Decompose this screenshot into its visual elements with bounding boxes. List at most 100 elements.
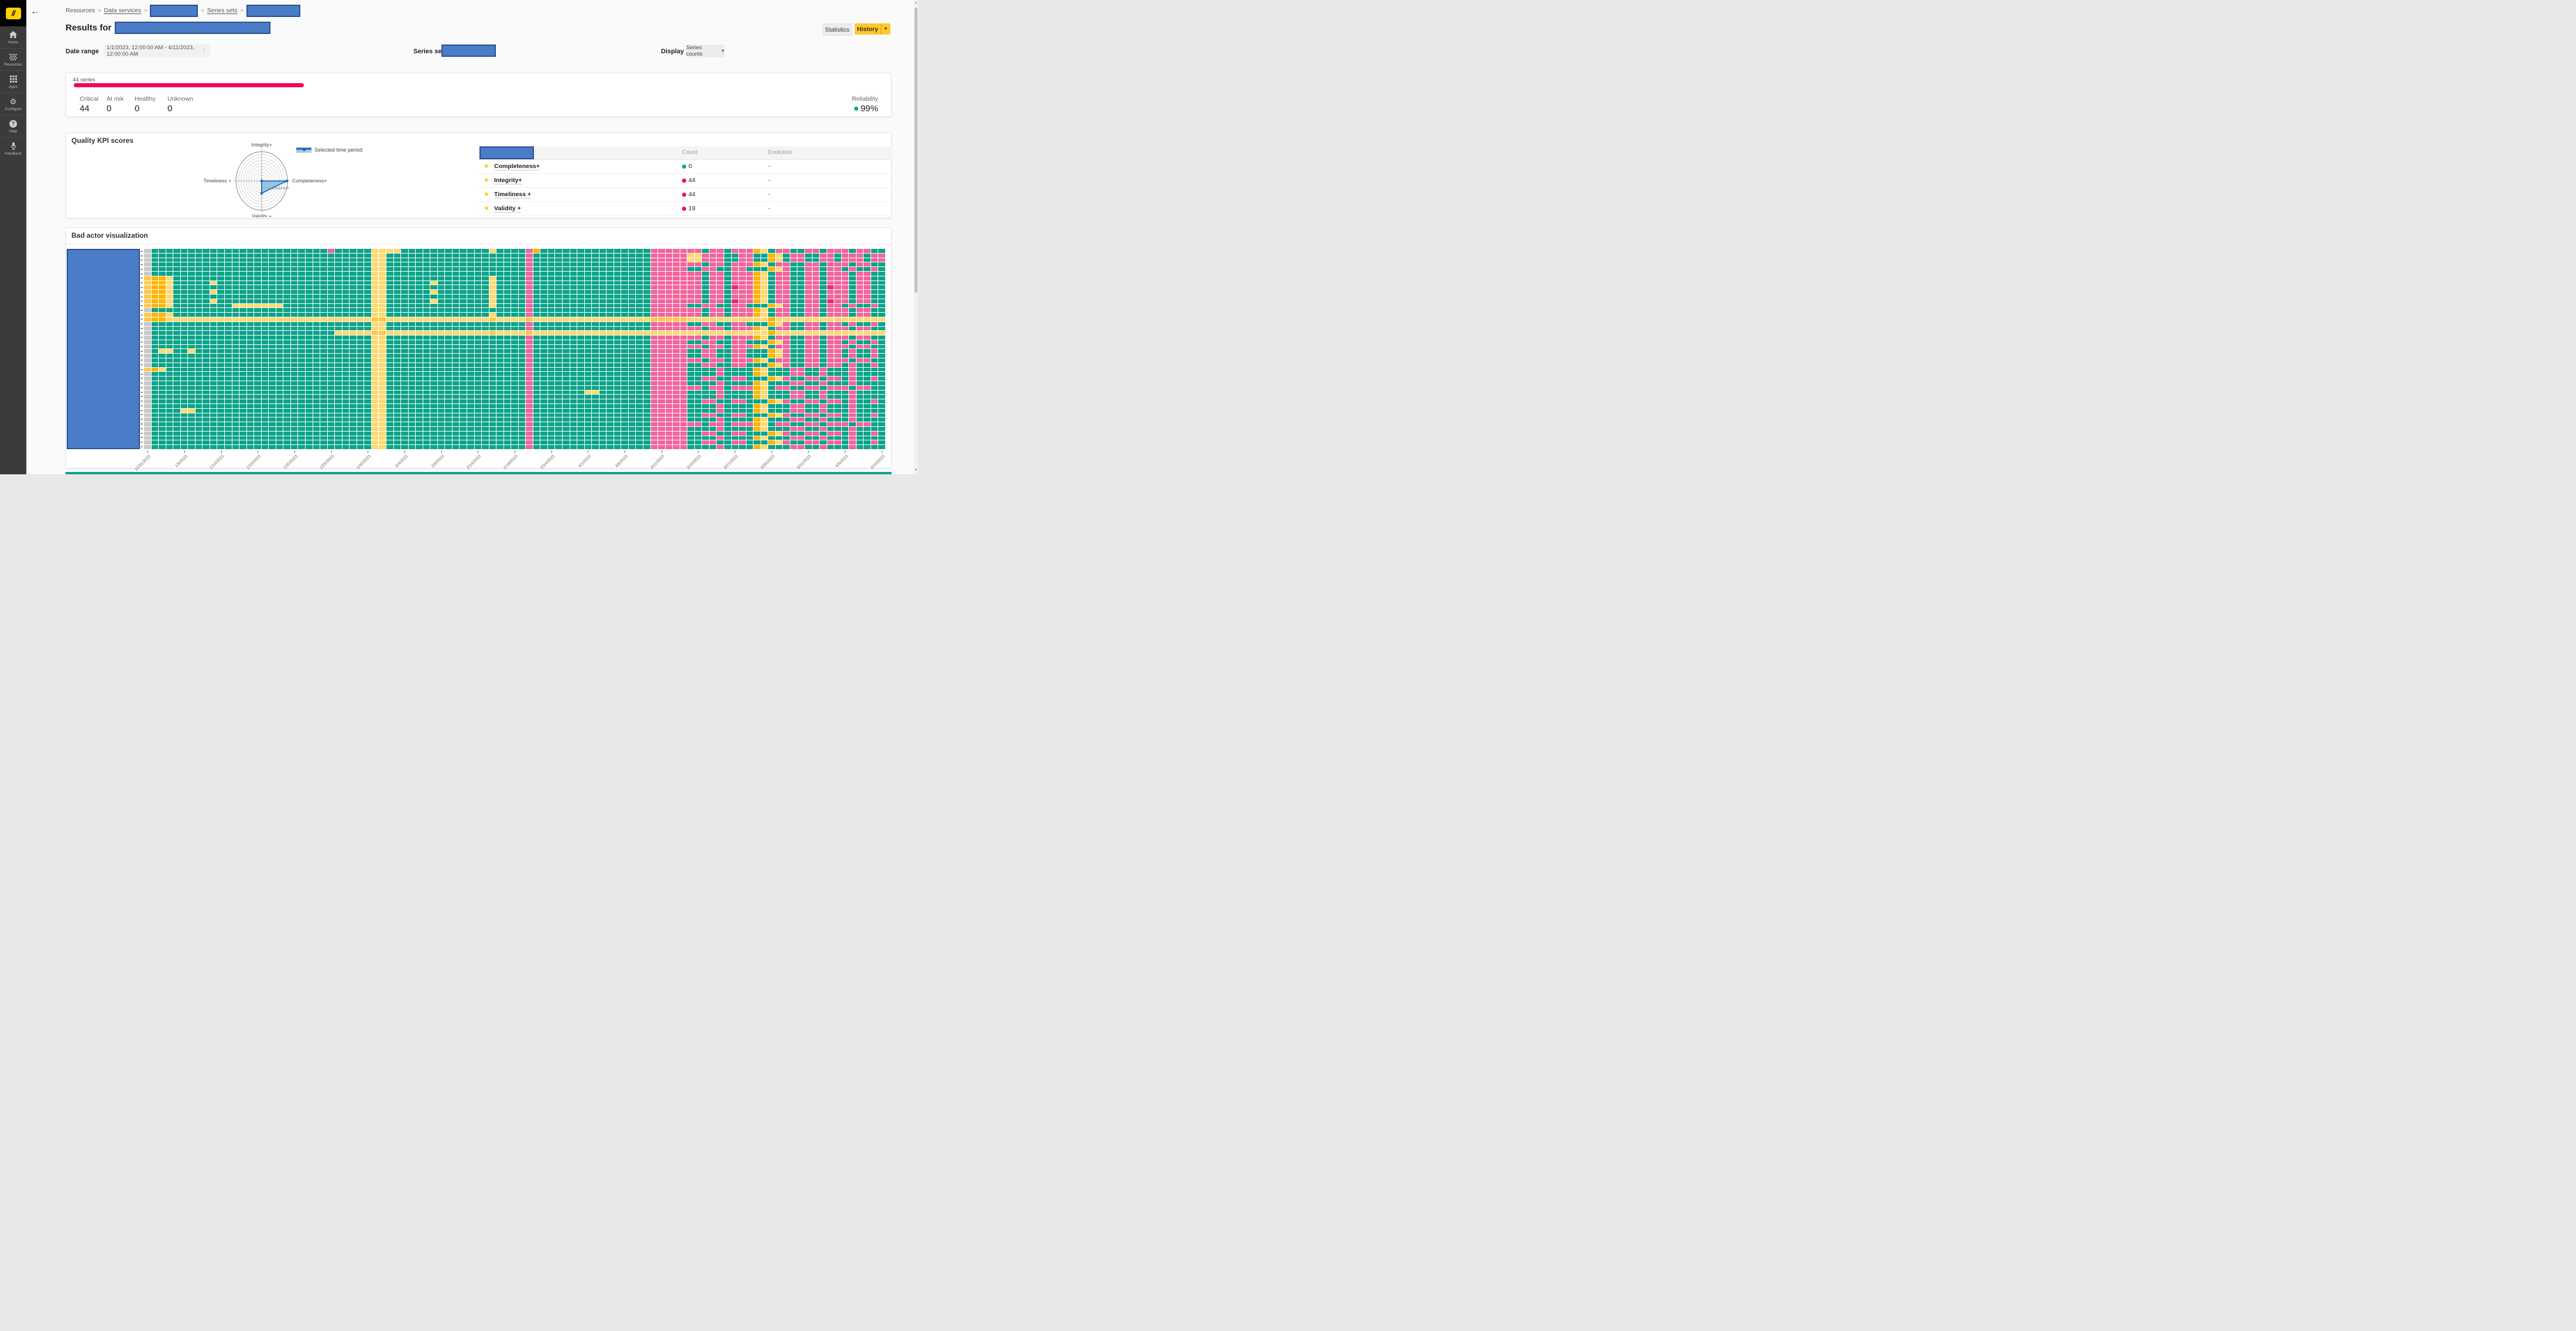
heatmap-cell: [768, 271, 775, 276]
heatmap-cell: [269, 404, 276, 408]
heatmap-cell: [555, 267, 563, 271]
sidebar-item-resources[interactable]: Resources: [0, 49, 26, 71]
heatmap-cell: [694, 413, 702, 418]
scrollbar-thumb[interactable]: [914, 8, 917, 293]
heatmap-cell: [680, 436, 687, 440]
heatmap-cell: [753, 299, 761, 303]
kpi-link[interactable]: Integrity+: [494, 177, 522, 184]
heatmap-cell: [401, 445, 408, 449]
heatmap-cell: [878, 418, 885, 422]
sidebar-item-home[interactable]: Home: [0, 26, 26, 49]
star-icon[interactable]: ★: [484, 205, 489, 212]
heatmap-cell: [709, 422, 717, 427]
heatmap-cell: [180, 294, 188, 299]
heatmap-cell: [276, 258, 283, 262]
sidebar-item-apps[interactable]: Apps: [0, 71, 26, 93]
heatmap-cell: [393, 303, 401, 308]
heatmap-cell: [503, 404, 511, 408]
heatmap-cell: [864, 395, 871, 399]
heatmap-cell: [203, 262, 210, 267]
heatmap-cell: [460, 253, 467, 258]
heatmap-cell: [180, 317, 188, 321]
heatmap-cell: [210, 249, 217, 253]
heatmap-cell: [709, 299, 717, 303]
heatmap-cell: [607, 317, 614, 321]
heatmap-cell: [357, 276, 364, 280]
heatmap-cell: [283, 422, 290, 427]
heatmap-cell: [210, 303, 217, 308]
heatmap-cell: [467, 422, 474, 427]
scrollbar-up-arrow[interactable]: ▲: [914, 1, 918, 5]
heatmap-cell: [503, 408, 511, 413]
heatmap-cell: [445, 258, 452, 262]
heatmap-cell: [628, 299, 636, 303]
heatmap-cell: [761, 422, 768, 427]
app-logo[interactable]: //: [0, 0, 26, 26]
heatmap-cell: [452, 431, 460, 436]
heatmap-cell: [812, 253, 820, 258]
heatmap-cell: [628, 321, 636, 326]
heatmap-cell: [599, 308, 607, 313]
redacted-series-set-filter[interactable]: [441, 45, 496, 57]
star-icon[interactable]: ★: [484, 191, 489, 198]
heatmap-cell: [577, 249, 584, 253]
scrollbar-down-arrow[interactable]: ▼: [914, 468, 918, 472]
history-button[interactable]: History: [855, 23, 881, 35]
heatmap-cell: [342, 404, 350, 408]
breadcrumb-data-services[interactable]: Data services: [104, 7, 142, 14]
heatmap-cell: [474, 436, 482, 440]
heatmap-cell: [423, 321, 430, 326]
heatmap-cell: [871, 413, 878, 418]
heatmap-cell: [592, 358, 599, 362]
heatmap-cell: [217, 427, 224, 431]
kebab-menu-icon[interactable]: ⋮: [201, 47, 207, 54]
heatmap-cell: [812, 358, 820, 362]
star-icon[interactable]: ★: [484, 163, 489, 170]
heatmap-cell: [563, 354, 570, 358]
heatmap-cell: [702, 262, 709, 267]
heatmap-cell: [790, 349, 797, 354]
heatmap-cell: [460, 354, 467, 358]
heatmap-cell: [246, 340, 254, 344]
heatmap-cell: [878, 427, 885, 431]
heatmap-cell: [746, 399, 753, 404]
heatmap-cell: [224, 253, 232, 258]
heatmap-cell: [195, 308, 203, 313]
kpi-link[interactable]: Completeness+: [494, 163, 540, 170]
heatmap-cell: [673, 358, 680, 362]
sidebar-item-configure[interactable]: ⚙ Configure: [0, 93, 26, 115]
heatmap-cell: [577, 427, 584, 431]
heatmap-cell: [797, 290, 804, 294]
heatmap-cell: [467, 308, 474, 313]
heatmap-cell: [350, 290, 357, 294]
back-arrow-icon[interactable]: ←: [30, 6, 40, 16]
heatmap-cell: [658, 354, 665, 358]
kpi-link[interactable]: Validity +: [494, 205, 521, 212]
radar-chart: 51015202530354045Integrity+Completeness+…: [188, 141, 410, 219]
star-icon[interactable]: ★: [484, 177, 489, 184]
heatmap-cell: [261, 390, 269, 395]
date-range-input[interactable]: 1/1/2023, 12:00:00 AM - 4/11/2023, 12:00…: [103, 45, 210, 57]
heatmap-cell: [379, 331, 386, 336]
sidebar-item-feedback[interactable]: Feedback: [0, 138, 26, 159]
heatmap-cell: [775, 354, 783, 358]
heatmap-cell: [283, 349, 290, 354]
heatmap-cell: [577, 395, 584, 399]
heatmap-cell: [474, 349, 482, 354]
heatmap-cell: [210, 331, 217, 336]
statistics-button[interactable]: Statistics: [823, 23, 852, 36]
heatmap-cell: [547, 313, 555, 317]
display-dropdown[interactable]: Series counts ▼: [686, 45, 725, 57]
history-dropdown-caret[interactable]: ▼: [881, 23, 890, 35]
vertical-scrollbar[interactable]: ▲ ▼: [914, 0, 918, 474]
breadcrumb-resources[interactable]: Resources: [66, 7, 95, 14]
heatmap-cell: [680, 262, 687, 267]
kpi-link[interactable]: Timeliness +: [494, 191, 532, 198]
sidebar-item-help[interactable]: ? Help: [0, 115, 26, 138]
breadcrumb-series-sets[interactable]: Series sets: [207, 7, 238, 14]
heatmap-cell: [180, 349, 188, 354]
heatmap-cell: [599, 313, 607, 317]
heatmap-cell: [643, 253, 650, 258]
x-axis-label: 1/20/2023: [282, 454, 299, 470]
heatmap-cell: [805, 258, 812, 262]
